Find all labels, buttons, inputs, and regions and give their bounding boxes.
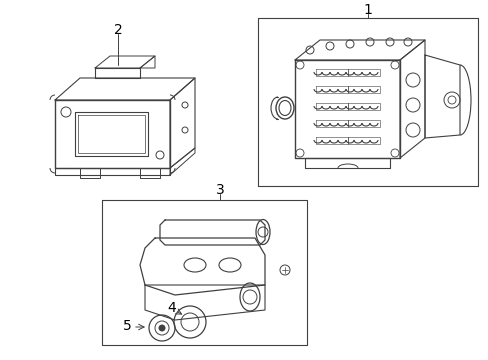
Circle shape — [159, 325, 164, 331]
Text: 4: 4 — [167, 301, 176, 315]
Text: 1: 1 — [363, 3, 372, 17]
Text: 3: 3 — [215, 183, 224, 197]
Text: 5: 5 — [122, 319, 131, 333]
Text: 2: 2 — [113, 23, 122, 37]
